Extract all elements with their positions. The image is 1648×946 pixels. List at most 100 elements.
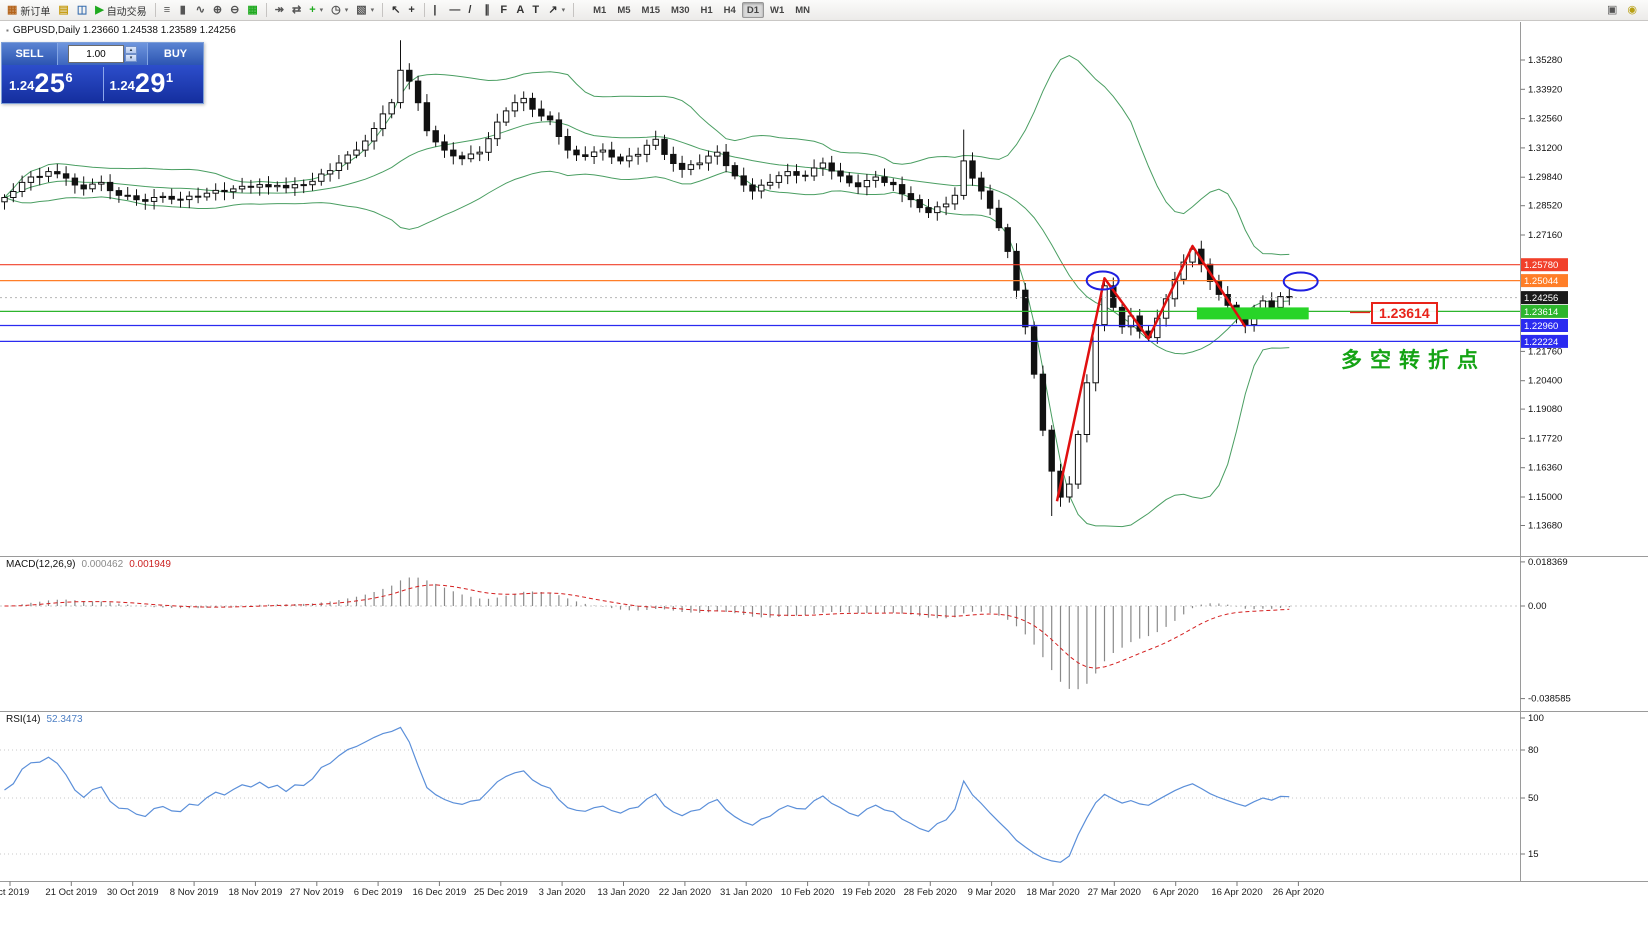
data-window-button[interactable]: ◫ [73, 2, 91, 19]
candlestick-chart-button[interactable]: ▮ [176, 2, 192, 19]
svg-text:13 Jan 2020: 13 Jan 2020 [597, 887, 649, 898]
lot-size-input[interactable] [68, 45, 124, 63]
svg-text:50: 50 [1528, 793, 1539, 804]
support-zone-bar [1196, 307, 1309, 320]
svg-text:10 Feb 2020: 10 Feb 2020 [781, 887, 834, 898]
svg-text:Oct 2019: Oct 2019 [0, 887, 29, 898]
indicators-icon: + [309, 3, 316, 16]
data-window-icon: ◫ [76, 3, 88, 16]
svg-text:1.16360: 1.16360 [1528, 463, 1562, 474]
chart-ohlc-title: ▪ GBPUSD,Daily 1.23660 1.24538 1.23589 1… [6, 25, 236, 36]
timeframe-m30-button[interactable]: M30 [666, 2, 694, 18]
vertical-line-button[interactable]: | [429, 2, 445, 19]
bar-chart-button[interactable]: ≡ [160, 2, 176, 19]
trendline-button[interactable]: / [464, 2, 480, 19]
new-order-button[interactable]: ▦ 新订单 [3, 2, 54, 19]
autotrading-button[interactable]: ▶ 自动交易 [91, 2, 150, 19]
highlight-ellipse-1 [1085, 270, 1120, 291]
templates-button[interactable]: ▧ ▾ [352, 2, 378, 19]
chart-annotations[interactable] [1055, 244, 1319, 502]
cursor-button[interactable]: ↖ [387, 2, 404, 19]
svg-text:16 Apr 2020: 16 Apr 2020 [1211, 887, 1262, 898]
time-axis[interactable]: Oct 2019 21 Oct 2019 30 Oct 2019 8 Nov 2019… [0, 881, 1324, 899]
svg-text:1.28520: 1.28520 [1528, 201, 1562, 212]
svg-text:16 Dec 2019: 16 Dec 2019 [412, 887, 466, 898]
indicators-button[interactable]: + ▾ [305, 2, 327, 19]
price-divider [102, 67, 104, 101]
svg-text:18 Nov 2019: 18 Nov 2019 [228, 887, 282, 898]
horizontal-line-button[interactable]: — [445, 2, 464, 19]
zoom-in-button[interactable]: ⊕ [209, 2, 226, 19]
buy-price[interactable]: 1.24 29 1 [103, 65, 204, 103]
price-axis[interactable]: 1.35280 1.33920 1.32560 1.31200 1.29840 1.285… [1520, 55, 1569, 532]
autotrading-label: 自动交易 [106, 6, 147, 18]
candlestick-chart-icon: ▮ [179, 3, 186, 16]
macd-scale[interactable]: 0.018369 0.00 -0.038585 [1520, 557, 1571, 705]
svg-text:6 Apr 2020: 6 Apr 2020 [1153, 887, 1199, 898]
fibonacci-button[interactable]: F [496, 2, 512, 19]
svg-text:15: 15 [1528, 849, 1539, 860]
macd-pane [0, 577, 1520, 690]
line-chart-button[interactable]: ∿ [192, 2, 209, 19]
sell-price[interactable]: 1.24 25 6 [2, 65, 103, 103]
arrows-button[interactable]: ↗ ▾ [544, 2, 569, 19]
svg-text:0.00: 0.00 [1528, 601, 1547, 612]
timeframe-m15-button[interactable]: M15 [637, 2, 665, 18]
market-watch-button[interactable]: ▤ [54, 2, 72, 19]
svg-text:1.21760: 1.21760 [1528, 346, 1562, 357]
svg-text:100: 100 [1528, 713, 1544, 724]
macd-main-value: 0.000462 [81, 559, 124, 570]
toolbar-separator [382, 3, 384, 17]
zoom-out-button[interactable]: ⊖ [226, 2, 243, 19]
tile-windows-icon: ▦ [247, 3, 258, 16]
chart-shift-button[interactable]: ⇄ [288, 2, 305, 19]
horizontal-line-icon: — [449, 3, 461, 16]
sell-button[interactable]: SELL [2, 43, 58, 65]
svg-text:27 Mar 2020: 27 Mar 2020 [1088, 887, 1141, 898]
equidistant-channel-icon: ∥ [484, 3, 490, 16]
timeframe-h1-button[interactable]: H1 [696, 2, 718, 18]
highlight-ellipse-2 [1282, 271, 1319, 292]
rsi-indicator-label: RSI(14) 52.3473 [6, 714, 83, 725]
crosshair-button[interactable]: + [404, 2, 420, 19]
text-button[interactable]: A [512, 2, 528, 19]
arrows-icon: ↗ [548, 3, 558, 16]
macd-indicator-label: MACD(12,26,9) 0.000462 0.001949 [6, 559, 171, 570]
timeframe-d1-button[interactable]: D1 [741, 2, 764, 18]
toolbar-separator [154, 3, 156, 17]
buy-button[interactable]: BUY [147, 43, 203, 65]
timeframe-w1-button[interactable]: W1 [765, 2, 789, 18]
price-callout-1.23614[interactable]: 1.23614 [1371, 302, 1438, 324]
toolbar-separator [573, 3, 575, 17]
pane-separators[interactable] [0, 22, 1648, 882]
price-level-lines[interactable] [0, 264, 1520, 342]
indicators-caret-icon: ▾ [319, 7, 324, 14]
buy-price-big: 29 [134, 68, 166, 98]
timeframe-m1-button[interactable]: M1 [588, 2, 611, 18]
equidistant-channel-button[interactable]: ∥ [480, 2, 496, 19]
lot-decrease-button[interactable]: ▾ [125, 54, 137, 62]
svg-text:28 Feb 2020: 28 Feb 2020 [904, 887, 957, 898]
tile-windows-button[interactable]: ▦ [243, 2, 261, 19]
timeframe-h4-button[interactable]: H4 [719, 2, 741, 18]
text-label-button[interactable]: T [528, 2, 544, 19]
community-button[interactable]: ◉ [1623, 2, 1641, 19]
lot-increase-button[interactable]: ▴ [125, 46, 137, 54]
svg-text:3 Jan 2020: 3 Jan 2020 [539, 887, 586, 898]
lot-size-group: ▴ ▾ [58, 45, 147, 63]
macd-name: MACD(12,26,9) [6, 559, 76, 570]
timeframe-m5-button[interactable]: M5 [612, 2, 635, 18]
svg-text:6 Dec 2019: 6 Dec 2019 [354, 887, 403, 898]
bull-bear-turning-point-note[interactable]: 多空转折点 [1341, 349, 1486, 372]
svg-text:26 Apr 2020: 26 Apr 2020 [1273, 887, 1324, 898]
svg-text:8 Nov 2019: 8 Nov 2019 [170, 887, 219, 898]
rsi-scale[interactable]: 100 80 50 15 [1520, 713, 1544, 860]
periods-button[interactable]: ◷ ▾ [327, 2, 352, 19]
svg-text:1.22224: 1.22224 [1524, 337, 1558, 348]
new-chart-button[interactable]: ▣ [1603, 2, 1621, 19]
auto-scroll-button[interactable]: ↠ [271, 2, 288, 19]
timeframe-mn-button[interactable]: MN [790, 2, 815, 18]
buy-price-pip: 1 [165, 70, 174, 85]
toolbar: ▦ 新订单 ▤ ◫ ▶ 自动交易 ≡ ▮ ∿ ⊕ ⊖ ▦ ↠ ⇄ + ▾ ◷ ▾ ▧ ▾ ↖ + | — / ∥ F A T ↗ ▾ M1 M5… [0, 0, 1648, 21]
